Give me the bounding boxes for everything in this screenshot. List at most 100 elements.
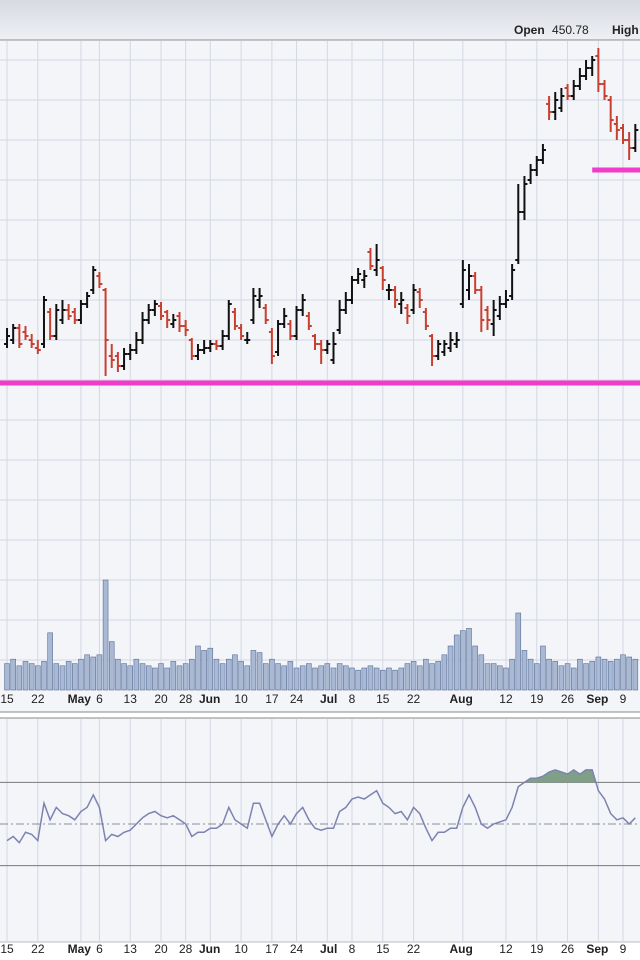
volume-bar [41, 661, 47, 691]
volume-bar [490, 663, 497, 691]
x-tick-label: Jul [320, 942, 337, 956]
ohlc-bar [16, 324, 23, 348]
x-tick-label: 17 [265, 692, 279, 706]
volume-bar [497, 665, 503, 691]
ohlc-bar [59, 300, 66, 324]
x-tick-label: 8 [349, 942, 356, 956]
volume-bar [47, 632, 53, 691]
x-tick-label: May [68, 692, 92, 706]
volume-bar [410, 661, 417, 691]
volume-bar [201, 650, 207, 691]
ohlc-bar [102, 288, 109, 376]
marks [0, 48, 640, 844]
volume-bar [256, 652, 263, 691]
volume-bar [59, 665, 66, 691]
ohlc-bar [453, 332, 460, 348]
volume-bar [466, 628, 472, 691]
x-tick-label: 20 [154, 692, 168, 706]
volume-bar [170, 661, 177, 691]
x-tick-label: 19 [530, 692, 544, 706]
open-label: Open [514, 23, 545, 37]
volume-bar [601, 658, 608, 691]
ohlc-bar [158, 302, 165, 320]
volume-bar [570, 667, 577, 691]
x-tick-label: 6 [96, 942, 103, 956]
volume-bar [35, 665, 41, 691]
volume-bar [564, 663, 571, 691]
x-tick-label: 24 [290, 942, 304, 956]
ohlc-bar [546, 96, 553, 120]
volume-bar [546, 658, 552, 691]
x-tick-label: Sep [586, 942, 608, 956]
ohlc-bar [34, 340, 41, 354]
ohlc-bar [201, 340, 208, 354]
x-tick-label: Jun [199, 942, 220, 956]
volume-bar [503, 667, 509, 691]
volume-bar [158, 663, 164, 691]
ohlc-bar [619, 124, 626, 144]
x-tick-label: 9 [620, 692, 627, 706]
ohlc-bar [422, 308, 429, 330]
volume-bar [318, 665, 324, 691]
volume-bar [577, 658, 583, 691]
volume-bar [207, 647, 214, 691]
volume-bar [195, 645, 201, 691]
ohlc-bar [213, 340, 220, 350]
ohlc-bar [182, 320, 189, 336]
volume-bar [164, 667, 170, 691]
open-value: 450.78 [552, 23, 589, 37]
x-tick-label: Jul [320, 692, 337, 706]
x-tick-label: 9 [620, 942, 627, 956]
ohlc-bar [231, 308, 238, 330]
volume-bar [583, 663, 589, 691]
ohlc-bar [90, 266, 97, 294]
ohlc-bar [305, 312, 312, 330]
ohlc-bar [65, 304, 72, 320]
volume-bar [108, 641, 115, 691]
volume-bar [226, 658, 232, 691]
x-tick-label: 6 [96, 692, 103, 706]
ohlc-bar [484, 306, 491, 330]
ohlc-bar [293, 306, 300, 340]
volume-bar [392, 669, 398, 691]
volume-bar [115, 658, 121, 691]
x-tick-label: 28 [179, 692, 193, 706]
volume-bar [614, 658, 620, 691]
ohlc-bar [127, 344, 134, 360]
ohlc-bar [509, 264, 516, 300]
x-tick-label: 22 [407, 942, 421, 956]
volume-bar [96, 654, 103, 691]
volume-bar [65, 661, 72, 691]
volume-bar [435, 661, 441, 691]
labels: 15 22 May 6 13 20 28 Jun 10 17 24 Jul 8 15 22 Aug 12 19 26… [0, 692, 626, 956]
ohlc-bar [521, 176, 528, 220]
ohlc-bar [570, 80, 577, 100]
volume-bar [607, 661, 614, 691]
volume-bar [626, 656, 632, 691]
ohlc-bar [466, 264, 473, 300]
volume-bar [330, 667, 337, 691]
ohlc-bar [207, 340, 214, 352]
volume-bar [404, 663, 411, 691]
volume-bar [398, 667, 405, 691]
x-tick-label: 15 [376, 692, 390, 706]
volume-bar [275, 663, 281, 691]
ohlc-bar [583, 60, 590, 80]
x-tick-label: 15 [0, 942, 14, 956]
x-tick-label: 10 [234, 692, 248, 706]
header-quote: Open 450.78 High [514, 23, 639, 37]
volume-bar [293, 667, 300, 691]
ohlc-bar [194, 344, 201, 360]
ohlc-bar [188, 338, 195, 360]
ohlc-bar [121, 348, 128, 370]
ohlc-bar [564, 84, 571, 100]
volume-bar [484, 663, 491, 691]
ohlc-bar [28, 334, 35, 348]
ohlc-bar [589, 56, 596, 76]
ohlc-bar [435, 340, 442, 360]
volume-bar [145, 665, 152, 691]
ohlc-bar [429, 334, 436, 366]
x-tick-label: 12 [499, 692, 513, 706]
volume-bar [349, 667, 355, 691]
volume-bar [620, 654, 626, 691]
